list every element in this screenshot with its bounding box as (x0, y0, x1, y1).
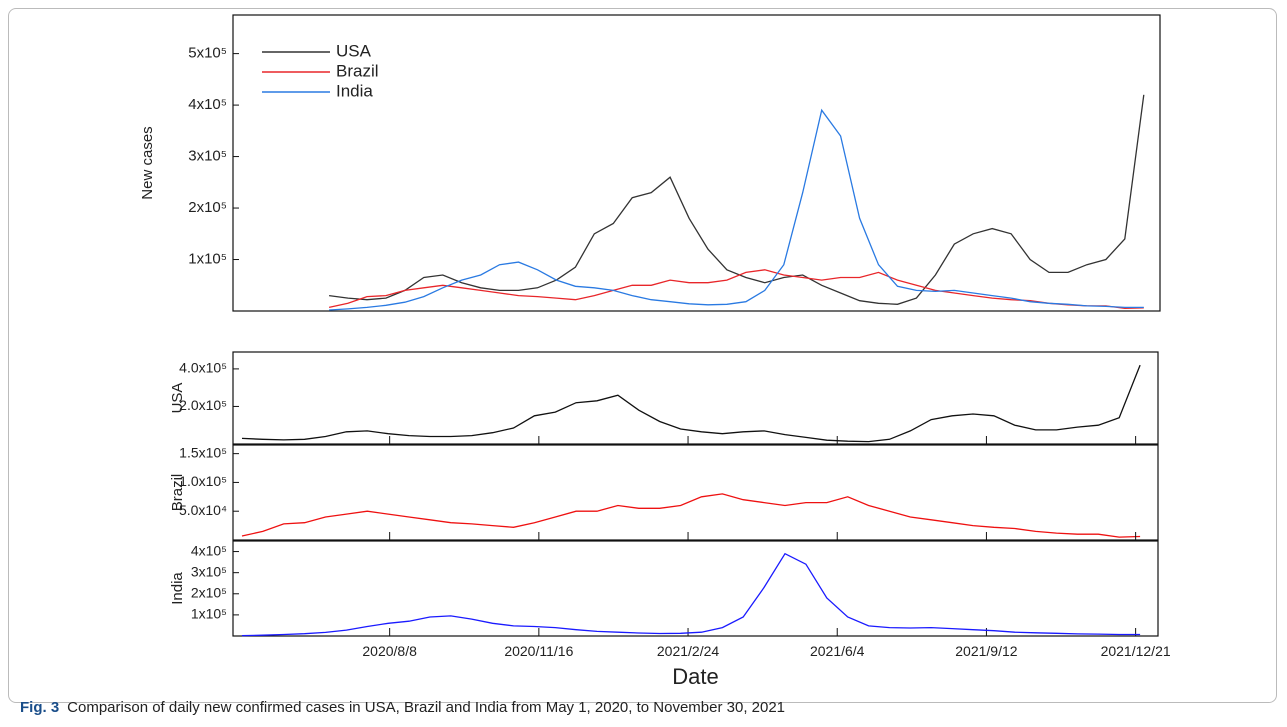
caption-text: Comparison of daily new confirmed cases … (67, 699, 786, 716)
x-tick-label: 2021/12/21 (1101, 643, 1171, 659)
series-line (329, 108, 1144, 311)
plot-frame (232, 14, 1161, 312)
caption: Fig. 3 Comparison of daily new confirmed … (20, 699, 785, 716)
y-tick-label: 1.0x10⁵ (179, 473, 227, 489)
y-tick-label: 4.0x10⁵ (179, 360, 227, 376)
y-tick-label: 4x10⁵ (191, 542, 227, 558)
figure-frame (8, 8, 1277, 703)
y-tick-label: 2x10⁵ (191, 584, 227, 600)
series-line (329, 94, 1145, 305)
y-axis-label: India (169, 572, 186, 605)
x-axis-label: Date (672, 664, 718, 689)
x-tick-label: 2020/8/8 (362, 643, 417, 659)
y-tick-label: 3x10⁵ (191, 563, 227, 579)
legend-label: Brazil (336, 61, 379, 80)
x-tick-label: 2020/11/16 (504, 643, 573, 659)
y-axis-label: Brazil (169, 474, 186, 512)
series-line (328, 269, 1144, 310)
y-tick-label: 2x10⁵ (188, 199, 227, 216)
y-tick-label: 5x10⁵ (188, 45, 227, 62)
y-tick-label: 5.0x10⁴ (179, 502, 227, 518)
x-tick-label: 2021/9/12 (955, 643, 1017, 659)
plot-frame (232, 444, 1159, 541)
caption-label: Fig. 3 (20, 699, 60, 716)
y-tick-label: 4x10⁵ (188, 96, 227, 113)
y-axis-label: New cases (139, 126, 156, 199)
legend-label: India (336, 81, 373, 100)
y-axis-label: USA (169, 383, 186, 414)
y-tick-label: 1.5x10⁵ (179, 444, 227, 460)
y-tick-label: 1x10⁵ (188, 250, 227, 267)
series-line (241, 364, 1141, 443)
y-tick-label: 3x10⁵ (188, 148, 227, 165)
series-line (241, 493, 1141, 538)
x-tick-label: 2021/2/24 (657, 643, 719, 659)
legend-label: USA (336, 41, 372, 60)
plot-frame (232, 540, 1159, 637)
series-line (241, 552, 1141, 637)
plot-frame (232, 351, 1159, 445)
x-tick-label: 2021/6/4 (810, 643, 865, 659)
y-tick-label: 1x10⁵ (191, 606, 227, 622)
y-tick-label: 2.0x10⁵ (179, 397, 227, 413)
